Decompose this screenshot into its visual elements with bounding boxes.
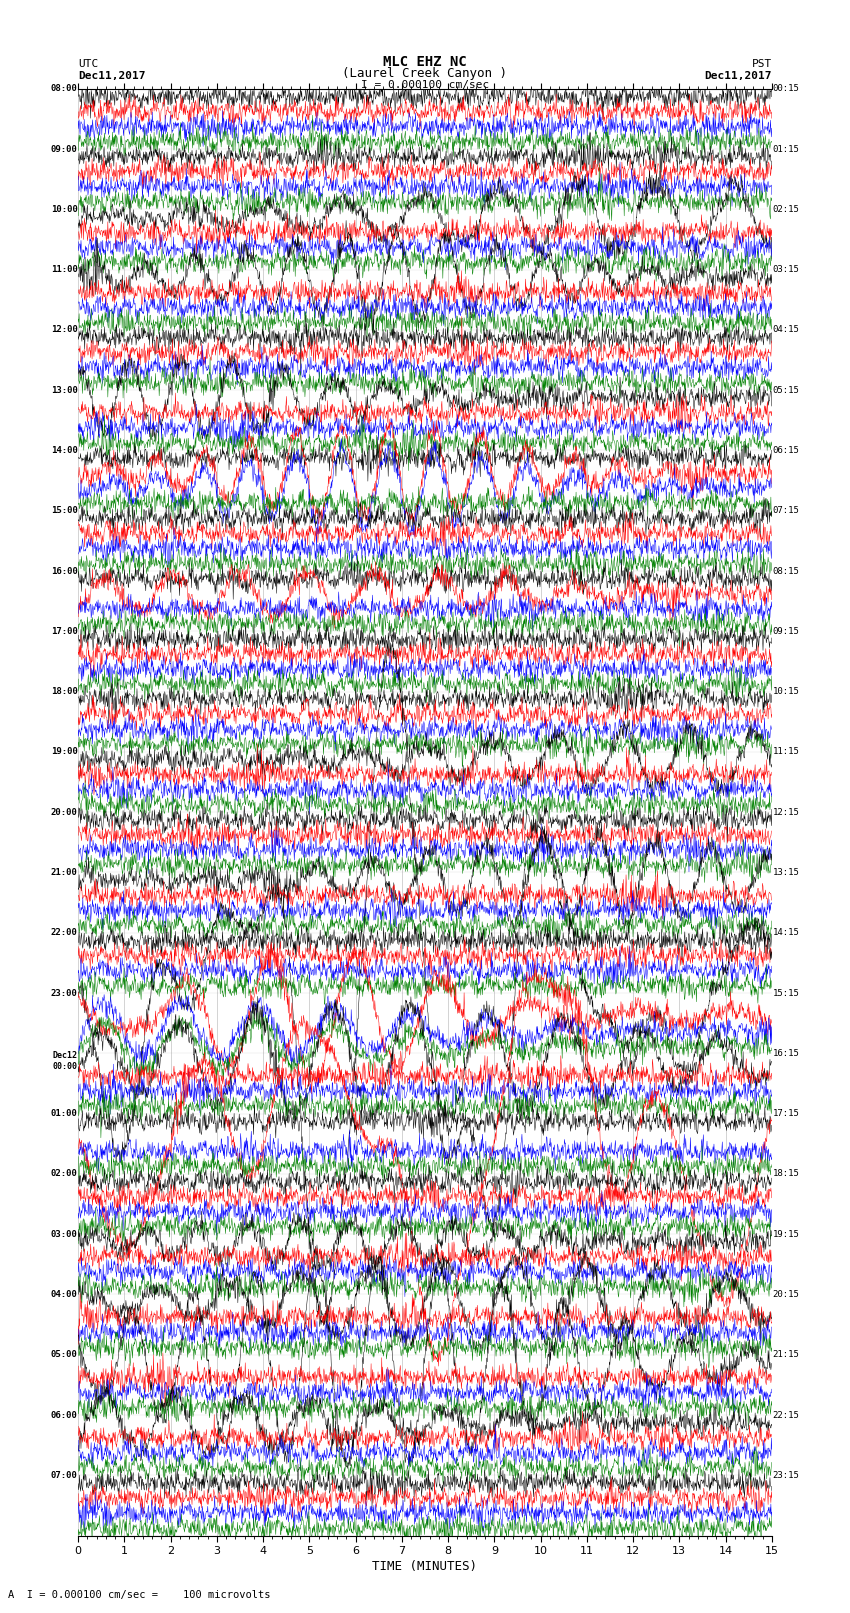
Text: PST: PST xyxy=(751,58,772,69)
Text: 12:15: 12:15 xyxy=(773,808,799,816)
Text: Dec12
00:00: Dec12 00:00 xyxy=(53,1052,77,1071)
Text: 11:15: 11:15 xyxy=(773,747,799,756)
Text: 18:15: 18:15 xyxy=(773,1169,799,1179)
Text: 15:15: 15:15 xyxy=(773,989,799,997)
Text: MLC EHZ NC: MLC EHZ NC xyxy=(383,55,467,69)
Text: 10:00: 10:00 xyxy=(51,205,77,215)
X-axis label: TIME (MINUTES): TIME (MINUTES) xyxy=(372,1560,478,1573)
Text: 03:00: 03:00 xyxy=(51,1229,77,1239)
Text: 22:15: 22:15 xyxy=(773,1410,799,1419)
Text: 02:00: 02:00 xyxy=(51,1169,77,1179)
Text: 19:00: 19:00 xyxy=(51,747,77,756)
Text: 23:00: 23:00 xyxy=(51,989,77,997)
Text: UTC: UTC xyxy=(78,58,99,69)
Text: 05:00: 05:00 xyxy=(51,1350,77,1360)
Text: 04:00: 04:00 xyxy=(51,1290,77,1298)
Text: A  I = 0.000100 cm/sec =    100 microvolts: A I = 0.000100 cm/sec = 100 microvolts xyxy=(8,1590,271,1600)
Text: Dec11,2017: Dec11,2017 xyxy=(78,71,145,82)
Text: 16:15: 16:15 xyxy=(773,1048,799,1058)
Text: 20:15: 20:15 xyxy=(773,1290,799,1298)
Text: 21:15: 21:15 xyxy=(773,1350,799,1360)
Text: 16:00: 16:00 xyxy=(51,566,77,576)
Text: 20:00: 20:00 xyxy=(51,808,77,816)
Text: 12:00: 12:00 xyxy=(51,326,77,334)
Text: 03:15: 03:15 xyxy=(773,265,799,274)
Text: 05:15: 05:15 xyxy=(773,386,799,395)
Text: 07:00: 07:00 xyxy=(51,1471,77,1479)
Text: 08:00: 08:00 xyxy=(51,84,77,94)
Text: Dec11,2017: Dec11,2017 xyxy=(705,71,772,82)
Text: 13:00: 13:00 xyxy=(51,386,77,395)
Text: 14:00: 14:00 xyxy=(51,445,77,455)
Text: 06:15: 06:15 xyxy=(773,445,799,455)
Text: 08:15: 08:15 xyxy=(773,566,799,576)
Text: 02:15: 02:15 xyxy=(773,205,799,215)
Text: 22:00: 22:00 xyxy=(51,927,77,937)
Text: 13:15: 13:15 xyxy=(773,868,799,877)
Text: 04:15: 04:15 xyxy=(773,326,799,334)
Text: 17:00: 17:00 xyxy=(51,627,77,636)
Text: 11:00: 11:00 xyxy=(51,265,77,274)
Text: 15:00: 15:00 xyxy=(51,506,77,515)
Text: 00:15: 00:15 xyxy=(773,84,799,94)
Text: I = 0.000100 cm/sec: I = 0.000100 cm/sec xyxy=(361,81,489,90)
Text: 17:15: 17:15 xyxy=(773,1110,799,1118)
Text: 21:00: 21:00 xyxy=(51,868,77,877)
Text: 01:00: 01:00 xyxy=(51,1110,77,1118)
Text: 19:15: 19:15 xyxy=(773,1229,799,1239)
Text: 10:15: 10:15 xyxy=(773,687,799,697)
Text: 06:00: 06:00 xyxy=(51,1410,77,1419)
Text: 07:15: 07:15 xyxy=(773,506,799,515)
Text: 18:00: 18:00 xyxy=(51,687,77,697)
Text: 01:15: 01:15 xyxy=(773,145,799,153)
Text: 14:15: 14:15 xyxy=(773,927,799,937)
Text: 09:00: 09:00 xyxy=(51,145,77,153)
Text: 09:15: 09:15 xyxy=(773,627,799,636)
Text: (Laurel Creek Canyon ): (Laurel Creek Canyon ) xyxy=(343,66,507,79)
Text: 23:15: 23:15 xyxy=(773,1471,799,1479)
